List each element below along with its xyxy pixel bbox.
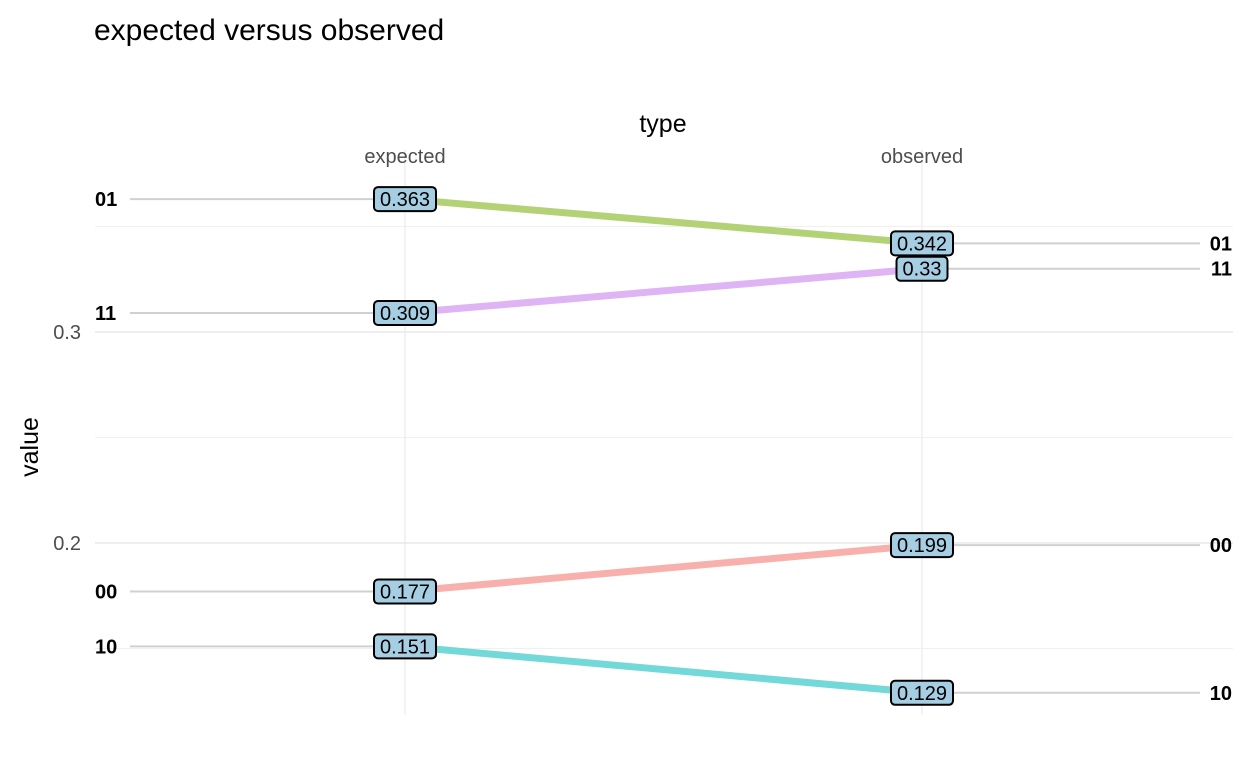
data-label-background [890, 532, 954, 559]
x-axis-title: type [639, 110, 686, 138]
x-category-label: observed [881, 146, 963, 168]
data-label: 0.363 [380, 189, 430, 211]
data-label-background [895, 255, 949, 282]
series-label-left: 00 [95, 582, 117, 604]
series-label-right: 10 [1210, 683, 1232, 705]
y-tick-label: 0.2 [53, 533, 81, 555]
series-label-right: 11 [1211, 259, 1232, 281]
data-label: 0.151 [380, 636, 430, 658]
data-label-background [373, 186, 437, 213]
series-label-right: 00 [1210, 535, 1232, 557]
data-label: 0.199 [897, 535, 947, 557]
data-label-box: 0.363 [373, 186, 437, 213]
data-label-box: 0.342 [890, 230, 954, 257]
chart-title: expected versus observed [94, 14, 444, 47]
grid-lines [95, 150, 1233, 715]
reference-lines [130, 198, 1200, 694]
series-label-left: 01 [95, 189, 117, 211]
data-label: 0.309 [380, 303, 430, 325]
series-label-right: 01 [1210, 233, 1232, 255]
series-line-01 [404, 195, 923, 247]
slope-lines [404, 195, 923, 697]
data-label-box: 0.129 [890, 679, 954, 706]
series-line-00 [404, 541, 923, 596]
y-axis-title: value [16, 417, 44, 477]
series-label-left: 10 [95, 636, 117, 658]
x-category-label: expected [364, 146, 445, 168]
series-line-11 [404, 265, 923, 317]
y-tick-label: 0.3 [53, 322, 81, 344]
data-label-background [890, 679, 954, 706]
axis-labels: 01 01 11 11 00 00 10 10 expected observed 0.2 0.3 [53, 146, 1232, 705]
data-label-box: 0.33 [895, 255, 949, 282]
series-label-left: 11 [95, 303, 116, 325]
data-label: 0.177 [380, 582, 430, 604]
data-label: 0.33 [903, 259, 942, 281]
data-label-box: 0.199 [890, 532, 954, 559]
series-line-10 [404, 642, 923, 697]
data-label-background [373, 578, 437, 605]
data-label-background [373, 300, 437, 327]
data-label: 0.342 [897, 233, 947, 255]
data-label-box: 0.309 [373, 300, 437, 327]
data-label-background [890, 230, 954, 257]
data-label-box: 0.151 [373, 633, 437, 660]
data-label-background [373, 633, 437, 660]
data-label: 0.129 [897, 683, 947, 705]
data-label-box: 0.177 [373, 578, 437, 605]
data-labels: 0.363 0.342 0.309 0.33 0.177 0.199 0.151 0.129 [373, 186, 954, 706]
